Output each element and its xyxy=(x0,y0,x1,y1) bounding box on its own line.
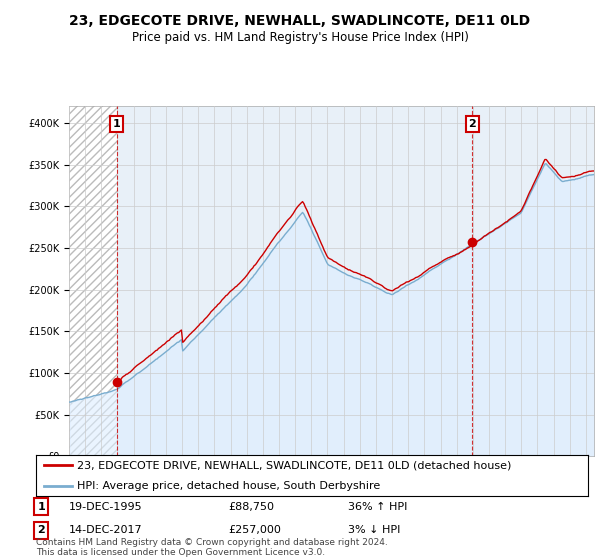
Text: HPI: Average price, detached house, South Derbyshire: HPI: Average price, detached house, Sout… xyxy=(77,480,380,491)
Text: 2: 2 xyxy=(469,119,476,129)
Text: Price paid vs. HM Land Registry's House Price Index (HPI): Price paid vs. HM Land Registry's House … xyxy=(131,31,469,44)
Text: 1: 1 xyxy=(113,119,121,129)
Bar xyxy=(69,106,117,456)
Text: 36% ↑ HPI: 36% ↑ HPI xyxy=(348,502,407,512)
Text: 3% ↓ HPI: 3% ↓ HPI xyxy=(348,525,400,535)
Bar xyxy=(69,106,117,456)
Text: 2: 2 xyxy=(37,525,45,535)
Text: £257,000: £257,000 xyxy=(228,525,281,535)
Text: 1: 1 xyxy=(37,502,45,512)
Text: 19-DEC-1995: 19-DEC-1995 xyxy=(69,502,143,512)
Text: Contains HM Land Registry data © Crown copyright and database right 2024.
This d: Contains HM Land Registry data © Crown c… xyxy=(36,538,388,557)
Text: £88,750: £88,750 xyxy=(228,502,274,512)
Text: 14-DEC-2017: 14-DEC-2017 xyxy=(69,525,143,535)
Text: 23, EDGECOTE DRIVE, NEWHALL, SWADLINCOTE, DE11 0LD: 23, EDGECOTE DRIVE, NEWHALL, SWADLINCOTE… xyxy=(70,14,530,28)
Text: 23, EDGECOTE DRIVE, NEWHALL, SWADLINCOTE, DE11 0LD (detached house): 23, EDGECOTE DRIVE, NEWHALL, SWADLINCOTE… xyxy=(77,460,512,470)
